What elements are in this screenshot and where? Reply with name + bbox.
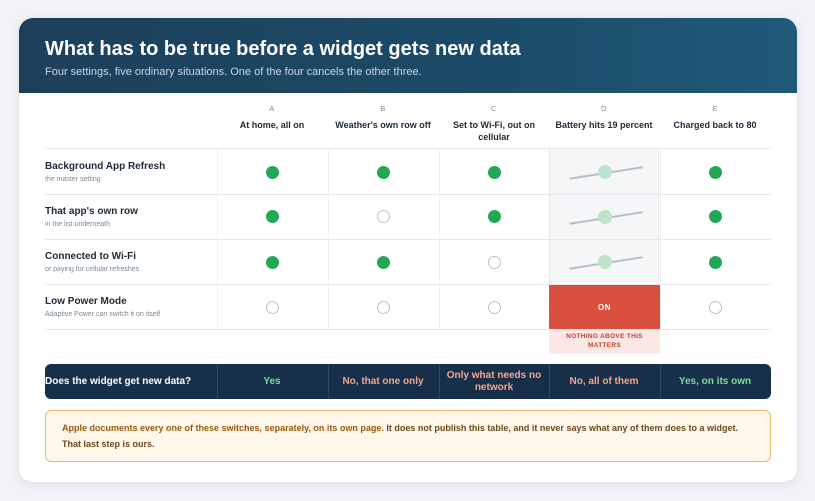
- verdict-answer-c: Only what needs no network: [446, 369, 542, 393]
- row-name: Background App Refresh: [45, 161, 166, 172]
- column-title: Weather's own row off: [335, 120, 431, 130]
- row-name: Low Power Mode: [45, 296, 127, 307]
- row-description: the master setting: [45, 176, 101, 183]
- state-overridden-icon: [598, 255, 612, 269]
- row-divider: [45, 194, 771, 195]
- row-label-wifi: Connected to Wi-Fi or paying for cellula…: [45, 251, 139, 273]
- row-description: Adaptive Power can switch it on itself: [45, 311, 161, 318]
- verdict-answer-b: No, that one only: [342, 375, 424, 387]
- footnote-emphasis: Apple documents every one of these switc…: [62, 423, 384, 433]
- state-on-icon: [709, 166, 722, 179]
- column-divider: [439, 148, 440, 329]
- verdict-bar: Does the widget get new data? Yes No, th…: [45, 364, 771, 399]
- footnote-callout: Apple documents every one of these switc…: [45, 410, 771, 462]
- state-off-icon: [377, 301, 390, 314]
- low-power-override-note: NOTHING ABOVE THIS MATTERS: [549, 329, 660, 354]
- column-header-e: E Charged back to 80: [660, 104, 770, 131]
- state-overridden-icon: [598, 210, 612, 224]
- column-letter: C: [491, 104, 497, 113]
- card-header: What has to be true before a widget gets…: [19, 18, 797, 93]
- verdict-divider: [217, 364, 218, 399]
- row-divider: [45, 239, 771, 240]
- state-off-icon: [488, 256, 501, 269]
- column-letter: B: [380, 104, 386, 113]
- row-label-background-app-refresh: Background App Refresh the master settin…: [45, 161, 165, 183]
- state-on-icon: [377, 256, 390, 269]
- verdict-answer-d: No, all of them: [569, 375, 639, 387]
- verdict-answer-a: Yes: [263, 375, 281, 387]
- row-name: That app's own row: [45, 206, 138, 217]
- column-letter: D: [601, 104, 607, 113]
- column-letter: A: [269, 104, 275, 113]
- row-description: or paying for cellular refreshes: [45, 266, 140, 273]
- verdict-divider: [660, 364, 661, 399]
- column-header-b: B Weather's own row off: [328, 104, 438, 131]
- page-subtitle: Four settings, five ordinary situations.…: [45, 66, 422, 78]
- low-power-on-badge: ON: [549, 285, 660, 329]
- column-title: Charged back to 80: [673, 120, 757, 130]
- state-on-icon: [709, 210, 722, 223]
- column-title: Battery hits 19 percent: [555, 120, 653, 130]
- verdict-divider: [328, 364, 329, 399]
- state-off-icon: [488, 301, 501, 314]
- column-header-a: A At home, all on: [217, 104, 327, 131]
- verdict-answer-e: Yes, on its own: [678, 375, 752, 387]
- row-divider: [45, 329, 771, 330]
- column-letter: E: [712, 104, 718, 113]
- footnote-text: It does not publish this table, and it n…: [62, 423, 738, 449]
- state-on-icon: [488, 210, 501, 223]
- verdict-divider: [439, 364, 440, 399]
- state-off-icon: [266, 301, 279, 314]
- row-description: in the list underneath: [45, 221, 110, 228]
- row-divider: [45, 148, 771, 149]
- state-off-icon: [709, 301, 722, 314]
- row-label-low-power-mode: Low Power Mode Adaptive Power can switch…: [45, 296, 160, 318]
- state-on-icon: [377, 166, 390, 179]
- column-title: Set to Wi-Fi, out on cellular: [453, 120, 535, 142]
- verdict-question: Does the widget get new data?: [45, 376, 192, 387]
- column-divider: [217, 148, 218, 329]
- state-on-icon: [266, 210, 279, 223]
- page-title: What has to be true before a widget gets…: [45, 38, 521, 60]
- row-divider: [45, 284, 771, 285]
- state-on-icon: [266, 256, 279, 269]
- summary-card: What has to be true before a widget gets…: [19, 18, 797, 482]
- state-on-icon: [709, 256, 722, 269]
- column-divider: [660, 148, 661, 329]
- state-overridden-icon: [598, 165, 612, 179]
- state-off-icon: [377, 210, 390, 223]
- column-divider: [328, 148, 329, 329]
- row-name: Connected to Wi-Fi: [45, 251, 137, 262]
- column-title: At home, all on: [239, 120, 305, 130]
- verdict-divider: [549, 364, 550, 399]
- column-header-c: C Set to Wi-Fi, out on cellular: [439, 104, 549, 143]
- state-on-icon: [266, 166, 279, 179]
- state-on-icon: [488, 166, 501, 179]
- row-label-app-own-row: That app's own row in the list underneat…: [45, 206, 138, 228]
- column-header-d: D Battery hits 19 percent: [549, 104, 659, 131]
